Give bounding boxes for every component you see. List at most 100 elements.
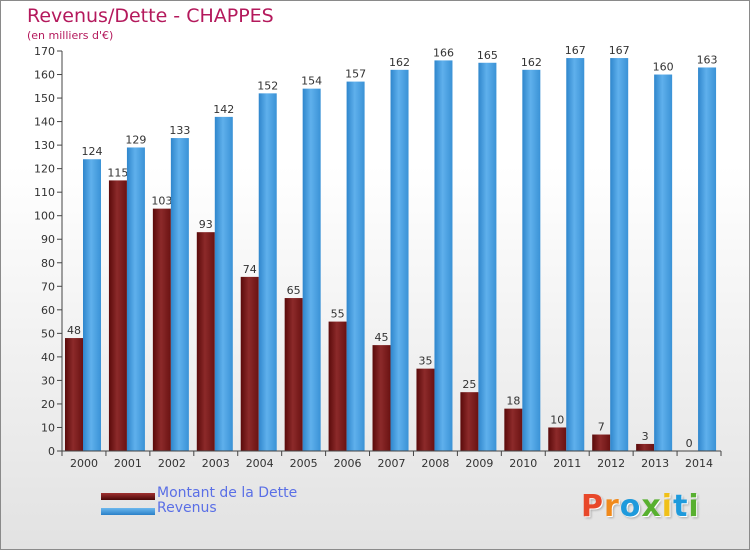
debt-data-label: 25 — [462, 378, 476, 391]
debt-data-label: 3 — [642, 430, 649, 443]
revenue-bar — [654, 74, 673, 451]
y-tick-label: 100 — [34, 210, 55, 223]
revenue-bar — [522, 69, 541, 451]
debt-data-label: 74 — [243, 263, 257, 276]
debt-bar — [372, 345, 391, 451]
revenue-bar — [610, 58, 629, 451]
revenue-data-label: 152 — [257, 79, 278, 92]
logo-letter: x — [641, 489, 662, 524]
x-tick-label: 2014 — [685, 457, 713, 470]
x-tick-label: 2001 — [114, 457, 142, 470]
revenue-data-label: 133 — [169, 124, 190, 137]
y-tick-label: 40 — [41, 351, 55, 364]
x-tick-label: 2006 — [334, 457, 362, 470]
revenue-bar — [434, 60, 453, 451]
revenue-data-label: 160 — [653, 61, 674, 74]
legend-swatch-debt — [101, 493, 155, 500]
x-tick-label: 2003 — [202, 457, 230, 470]
revenue-data-label: 167 — [609, 44, 630, 57]
debt-bar — [152, 208, 171, 451]
y-tick-label: 10 — [41, 421, 55, 434]
revenue-data-label: 165 — [477, 49, 498, 62]
y-tick-label: 60 — [41, 304, 55, 317]
debt-bar — [196, 232, 215, 451]
revenue-data-label: 162 — [521, 56, 542, 69]
x-tick-label: 2012 — [597, 457, 625, 470]
x-tick-label: 2013 — [641, 457, 669, 470]
debt-bar — [108, 180, 127, 452]
revenue-data-label: 142 — [213, 103, 234, 116]
x-tick-label: 2002 — [158, 457, 186, 470]
revenue-bar — [390, 69, 409, 451]
debt-data-label: 93 — [199, 218, 213, 231]
y-tick-label: 30 — [41, 374, 55, 387]
y-tick-label: 80 — [41, 257, 55, 270]
debt-data-label: 10 — [550, 413, 564, 426]
revenue-data-label: 163 — [697, 53, 718, 66]
revenue-bar — [478, 62, 497, 451]
debt-bar — [460, 392, 479, 451]
debt-bar — [636, 443, 655, 451]
legend-swatch-revenue — [101, 508, 155, 515]
logo-letter: i — [688, 489, 700, 524]
y-tick-label: 140 — [34, 116, 55, 129]
logo-letter: P — [581, 489, 604, 524]
debt-data-label: 18 — [506, 395, 520, 408]
debt-bar — [240, 276, 259, 451]
y-tick-label: 130 — [34, 139, 55, 152]
debt-data-label: 115 — [107, 166, 128, 179]
x-tick-label: 2005 — [290, 457, 318, 470]
x-tick-label: 2007 — [378, 457, 406, 470]
revenue-bar — [214, 116, 233, 451]
debt-bar — [504, 408, 523, 451]
revenue-bar — [302, 88, 321, 451]
revenue-bar — [698, 67, 717, 452]
debt-data-label: 48 — [67, 324, 81, 337]
revenue-bar — [83, 159, 101, 451]
logo-letter: o — [619, 489, 642, 524]
y-tick-label: 160 — [34, 69, 55, 82]
logo-letter: t — [673, 489, 689, 524]
revenue-data-label: 162 — [389, 56, 410, 69]
revenue-data-label: 124 — [82, 145, 103, 158]
revenue-data-label: 166 — [433, 46, 454, 59]
legend-label-debt: Montant de la Dette — [157, 485, 298, 501]
y-tick-label: 170 — [34, 45, 55, 58]
revenue-data-label: 157 — [345, 68, 366, 81]
y-tick-label: 0 — [48, 445, 55, 458]
revenue-bar — [566, 58, 585, 451]
x-tick-label: 2008 — [421, 457, 449, 470]
debt-data-label: 0 — [686, 437, 693, 450]
x-tick-label: 2000 — [70, 457, 98, 470]
y-tick-label: 70 — [41, 280, 55, 293]
y-tick-label: 50 — [41, 327, 55, 340]
debt-bar — [328, 321, 347, 451]
logo-letter: i — [661, 489, 674, 524]
y-tick-label: 150 — [34, 92, 55, 105]
x-tick-label: 2011 — [553, 457, 581, 470]
y-tick-label: 20 — [41, 398, 55, 411]
x-tick-label: 2009 — [465, 457, 493, 470]
revenue-bar — [126, 147, 145, 451]
debt-bar — [548, 427, 567, 451]
logo-letter: r — [604, 489, 620, 524]
debt-bar — [592, 434, 611, 451]
x-tick-label: 2004 — [246, 457, 274, 470]
y-tick-label: 90 — [41, 233, 55, 246]
debt-bar — [284, 298, 303, 451]
debt-data-label: 35 — [418, 355, 432, 368]
proxiti-logo: Proxiti — [581, 489, 700, 524]
chart-subtitle: (en milliers d'€) — [27, 29, 114, 42]
legend-label-revenue: Revenus — [157, 500, 217, 516]
debt-data-label: 103 — [151, 195, 172, 208]
revenue-bar — [258, 93, 277, 452]
debt-bar — [65, 338, 83, 451]
revenue-data-label: 167 — [565, 44, 586, 57]
debt-bar — [416, 368, 435, 451]
revenue-data-label: 129 — [125, 133, 146, 146]
chart-title: Revenus/Dette - CHAPPES — [27, 5, 274, 27]
debt-data-label: 65 — [287, 284, 301, 297]
debt-data-label: 55 — [331, 308, 345, 321]
